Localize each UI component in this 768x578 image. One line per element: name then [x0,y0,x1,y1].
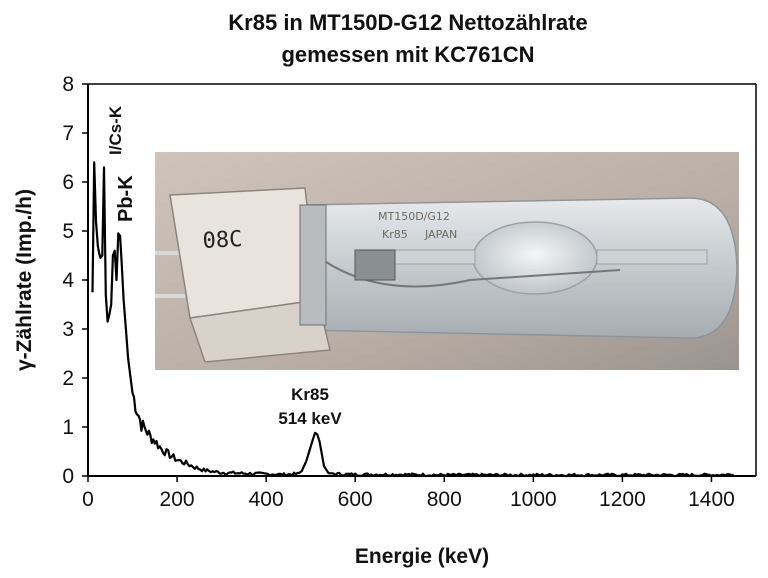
lamp-support-wire [319,257,621,288]
y-tick-label: 2 [62,367,74,390]
annotation-ics-k: I/Cs-K [106,105,125,155]
annotation-kr85-energy: 514 keV [278,409,342,428]
lamp-photo: 08C MT150D/G12 Kr85 JAPAN [155,152,739,370]
annotation-pb-k: Pb-K [115,175,137,222]
x-tick-label: 200 [160,488,195,511]
lamp-inner-stem [596,249,708,265]
photo-label-model: MT150D/G12 [378,210,450,223]
chart-subtitle: gemessen mit KC761CN [281,42,534,67]
x-ticks: 0 200 400 600 800 1000 1200 1400 [82,476,735,511]
photo-label-kr85: Kr85 [382,228,408,241]
y-tick-label: 3 [62,318,74,341]
y-tick-label: 6 [62,171,74,194]
x-tick-label: 1000 [510,488,557,511]
y-tick-label: 7 [62,122,74,145]
lamp-ceramic-base-lower [188,299,331,363]
x-tick-label: 600 [338,488,373,511]
y-tick-label: 0 [62,465,74,488]
photo-label-08c: 08C [202,227,243,254]
lamp-ceramic-base [169,187,319,319]
x-axis-label: Energie (keV) [355,545,489,568]
x-tick-label: 1200 [599,488,646,511]
annotation-kr85: Kr85 [291,385,329,404]
lamp-arc-bulb [472,221,598,295]
series-line [91,161,735,478]
x-tick-label: 800 [427,488,462,511]
y-axis-label: γ-Zählrate (Imp./h) [13,189,36,371]
y-tick-label: 4 [62,269,74,292]
lamp-metal-collar [299,204,327,326]
x-tick-label: 400 [249,488,284,511]
lamp-inner-stem [394,249,476,265]
x-tick-label: 1400 [688,488,735,511]
y-tick-label: 5 [62,220,74,243]
y-ticks: 0 1 2 3 4 5 6 7 8 [62,73,88,488]
chart-title: Kr85 in MT150D-G12 Nettozählrate [228,10,587,35]
x-tick-label: 0 [82,488,94,511]
y-tick-label: 8 [62,73,74,96]
y-tick-label: 1 [62,416,74,439]
photo-label-japan: JAPAN [424,228,457,241]
lamp-metal-clip [354,249,396,281]
